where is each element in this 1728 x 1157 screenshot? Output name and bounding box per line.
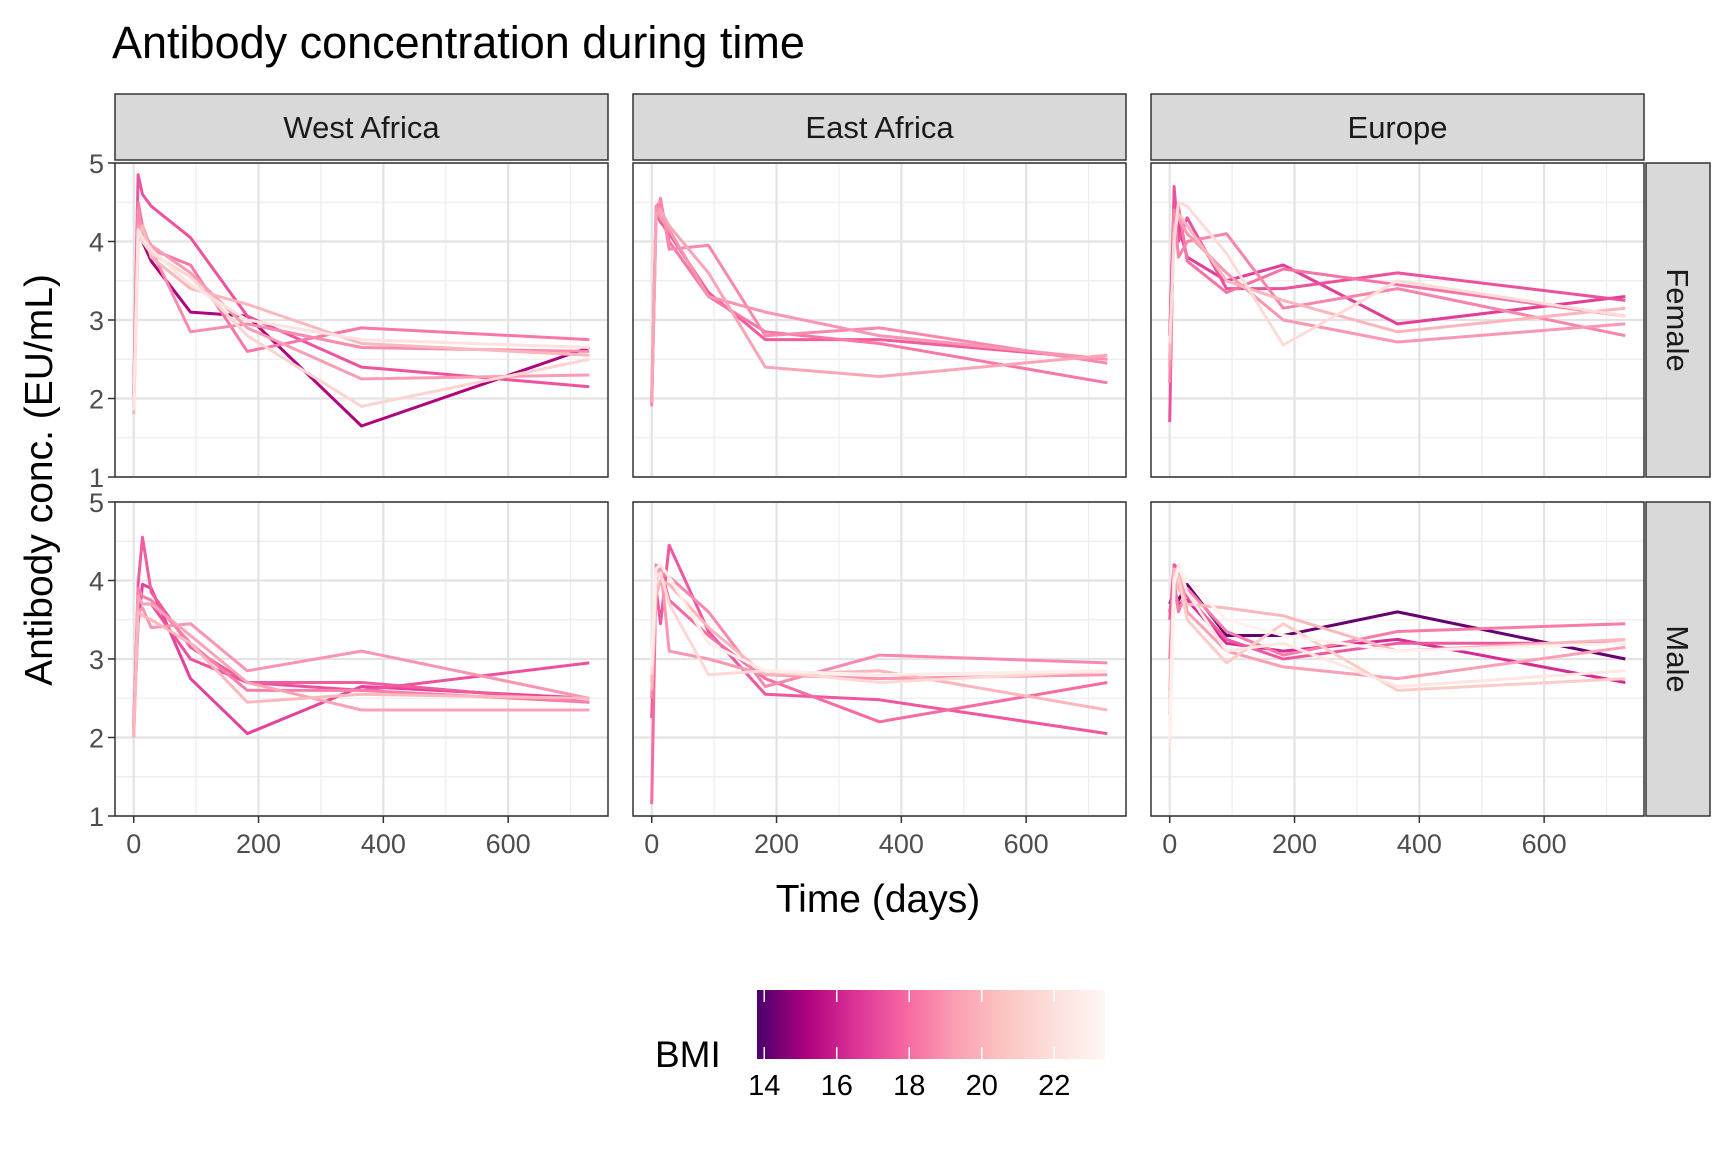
legend-tick-label: 16 — [821, 1070, 853, 1102]
strip-east-africa — [632, 93, 1127, 161]
panel-europe-female — [1150, 161, 1645, 479]
legend-colorbar — [757, 990, 1105, 1059]
series-line-west-africa-female-4 — [132, 208, 590, 407]
x-tick-label: 400 — [879, 829, 924, 859]
series-line-east-africa-female-5 — [650, 208, 1108, 403]
chart-title: Antibody concentration during time — [112, 17, 805, 68]
legend-title: BMI — [655, 1034, 721, 1075]
series-line-europe-female-7 — [1168, 200, 1626, 347]
y-tick-label: 2 — [89, 724, 104, 754]
y-tick-label: 4 — [89, 228, 104, 258]
series-line-west-africa-female-5 — [132, 224, 590, 399]
x-tick-label: 200 — [1272, 829, 1317, 859]
x-tick-label: 600 — [486, 829, 531, 859]
strip-label-male: Male — [1660, 625, 1695, 692]
x-tick-label: 400 — [361, 829, 406, 859]
y-tick-label: 1 — [89, 802, 104, 832]
strip-label-west-africa: West Africa — [283, 110, 440, 145]
y-tick-label: 1 — [89, 463, 104, 493]
y-tick-label: 2 — [89, 385, 104, 415]
y-tick-label: 3 — [89, 645, 104, 675]
series-line-west-africa-male-7 — [132, 610, 590, 738]
series-line-europe-male-9 — [1168, 567, 1626, 738]
panel-border — [1150, 162, 1645, 478]
panel-west-africa-female — [114, 161, 609, 479]
x-tick-label: 200 — [236, 829, 281, 859]
panel-west-africa-male — [114, 500, 609, 818]
y-tick-label: 4 — [89, 567, 104, 597]
strip-label-east-africa: East Africa — [805, 110, 954, 145]
y-axis-title: Antibody conc. (EU/mL) — [18, 274, 61, 686]
series-line-west-africa-male-6 — [132, 594, 590, 734]
strip-female — [1645, 162, 1711, 478]
x-tick-label: 0 — [126, 829, 141, 859]
x-tick-label: 200 — [754, 829, 799, 859]
panel-east-africa-female — [632, 161, 1127, 479]
legend-tick-label: 14 — [748, 1070, 780, 1102]
x-axis-title: Time (days) — [776, 878, 980, 921]
strip-label-female: Female — [1660, 268, 1695, 371]
series-line-east-africa-male-7 — [650, 563, 1108, 677]
panel-europe-male — [1150, 500, 1645, 818]
panel-border — [632, 501, 1127, 817]
panel-east-africa-male — [632, 500, 1127, 818]
panel-border — [1150, 501, 1645, 817]
legend-tick-label: 20 — [966, 1070, 998, 1102]
x-tick-label: 600 — [1004, 829, 1049, 859]
strip-male — [1645, 501, 1711, 817]
series-line-west-africa-female-3 — [132, 200, 590, 399]
legend-tick-label: 22 — [1038, 1070, 1070, 1102]
series-line-west-africa-female-8 — [132, 228, 590, 411]
y-tick-label: 5 — [89, 149, 104, 179]
x-tick-label: 0 — [644, 829, 659, 859]
series-line-west-africa-female-2 — [132, 173, 590, 391]
legend: BMI 14 16 18 20 22 — [655, 990, 1105, 1102]
x-tick-label: 600 — [1522, 829, 1567, 859]
y-tick-label: 5 — [89, 488, 104, 518]
strip-label-europe: Europe — [1348, 110, 1448, 145]
legend-tick-label: 18 — [893, 1070, 925, 1102]
strip-europe — [1150, 93, 1645, 161]
x-tick-label: 400 — [1397, 829, 1442, 859]
series-line-east-africa-female-4 — [650, 204, 1108, 399]
y-tick-label: 3 — [89, 306, 104, 336]
panel-border — [632, 162, 1127, 478]
panels: West Africa East Africa Europe Female Male 1 2… — [89, 93, 1711, 859]
x-tick-label: 0 — [1162, 829, 1177, 859]
series-line-west-africa-male-4 — [132, 586, 590, 738]
strip-west-africa — [114, 93, 609, 161]
